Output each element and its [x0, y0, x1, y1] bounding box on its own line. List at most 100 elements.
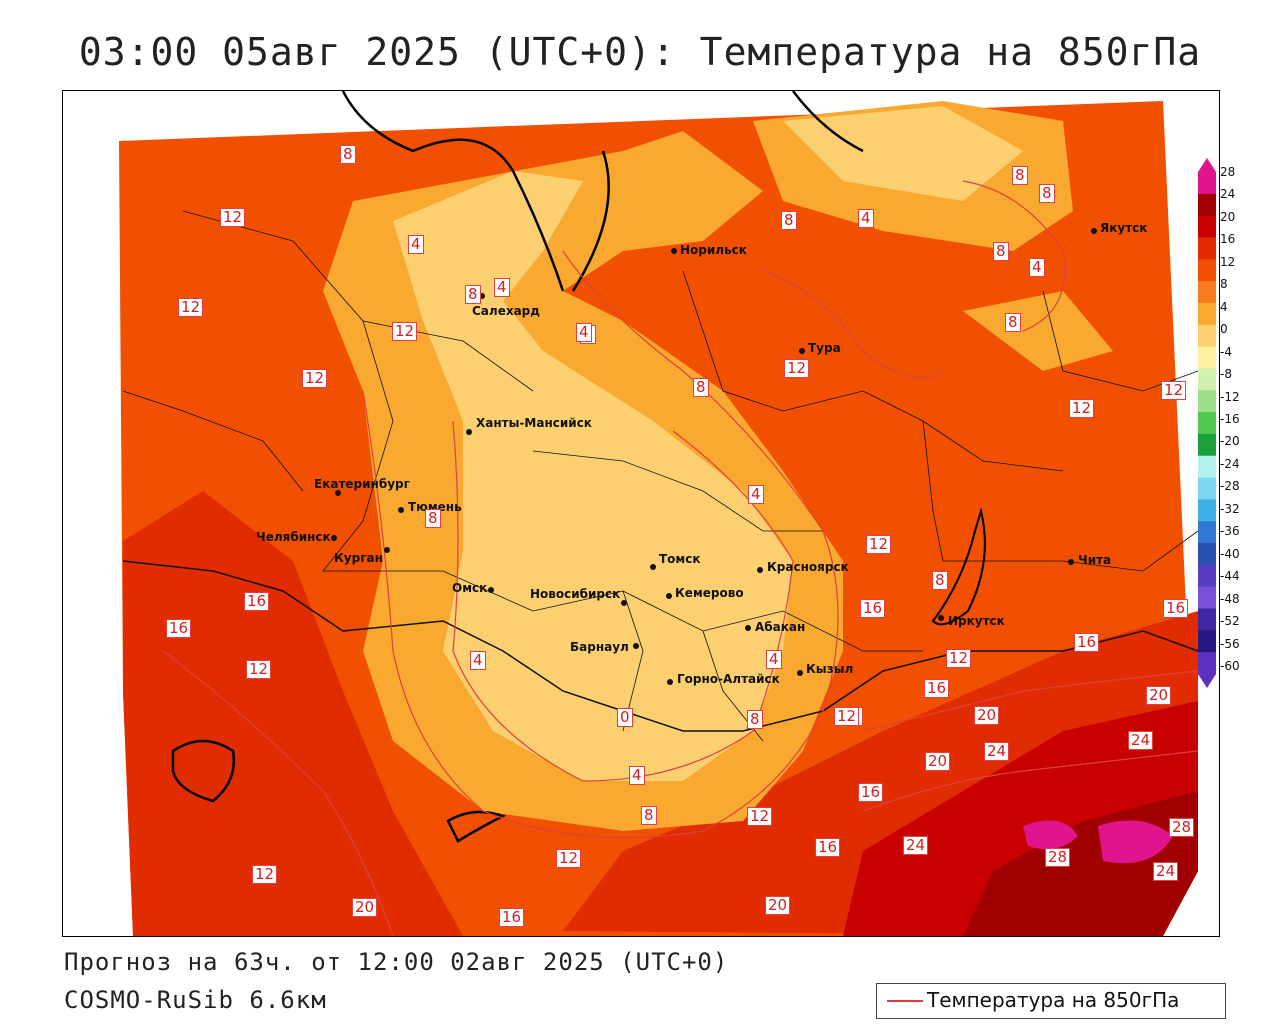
city-marker [488, 587, 494, 593]
colorbar-tick-label: -40 [1220, 546, 1240, 561]
city-label: Тюмень [408, 500, 462, 514]
colorbar-swatch [1198, 324, 1216, 348]
colorbar-swatch [1198, 499, 1216, 522]
city-label: Якутск [1100, 221, 1148, 235]
colorbar-swatch [1198, 521, 1216, 544]
isotherm-label: 8 [993, 242, 1009, 261]
city-marker [1068, 559, 1074, 565]
colorbar-swatch [1198, 608, 1216, 631]
city-marker [650, 564, 656, 570]
isotherm-label: 12 [556, 849, 582, 868]
colorbar-swatch [1198, 193, 1216, 217]
isotherm-label: 8 [1005, 313, 1021, 332]
isotherm-label: 12 [866, 535, 892, 554]
colorbar-swatch [1198, 237, 1216, 260]
colorbar-tick-label: 28 [1220, 165, 1236, 179]
colorbar-swatch [1198, 564, 1216, 588]
extreme-spot-2 [1098, 820, 1173, 864]
city-marker [633, 643, 639, 649]
colorbar-tick-label: 24 [1220, 187, 1236, 202]
isotherm-label: 4 [576, 323, 592, 342]
colorbar-tick-label: -20 [1220, 434, 1240, 449]
isotherm-label: 4 [629, 766, 645, 785]
colorbar-tick-label: -32 [1220, 501, 1240, 516]
city-marker [667, 679, 673, 685]
city-label: Салехард [472, 304, 540, 318]
colorbar-tick-label: -4 [1220, 344, 1232, 359]
city-label: Кызыл [806, 662, 854, 676]
isotherm-label: 20 [352, 898, 378, 917]
isotherm-label: 12 [302, 369, 328, 388]
model-name: COSMO-RuSib 6.6км [64, 986, 327, 1014]
isotherm-label: 12 [747, 807, 773, 826]
city-marker [938, 615, 944, 621]
isotherm-label: 16 [924, 679, 950, 698]
city-marker [621, 600, 627, 606]
isotherm-label: 16 [815, 838, 841, 857]
city-label: Иркутск [948, 614, 1005, 628]
colorbar-swatch [1198, 433, 1216, 457]
isotherm-label: 20 [925, 752, 951, 771]
cold-core [393, 171, 793, 781]
city-label: Кемерово [675, 586, 744, 600]
city-marker [671, 248, 677, 254]
isotherm-label: 8 [747, 710, 763, 729]
isotherm-label: 12 [178, 298, 204, 317]
isotherm-label: 16 [166, 619, 192, 638]
city-marker [331, 535, 337, 541]
isotherms [162, 180, 1199, 936]
isotherm-label: 20 [974, 706, 1000, 725]
isotherm-label: 8 [1039, 184, 1055, 203]
isotherm-label: 24 [903, 836, 929, 855]
colorbar-swatch [1198, 477, 1216, 500]
isotherm-label: 8 [932, 571, 948, 590]
isotherm-label: 20 [1146, 686, 1172, 705]
colorbar-tick-label: 20 [1220, 209, 1236, 224]
city-label: Ханты-Мансийск [476, 416, 592, 430]
colorbar-tick-label: -36 [1220, 524, 1240, 539]
isotherm-label: 4 [470, 651, 486, 670]
city-label: Абакан [755, 620, 806, 634]
legend-label: Температура на 850гПа [927, 988, 1180, 1012]
west-warm [123, 491, 463, 936]
colorbar-swatch [1198, 259, 1216, 282]
isotherm-label: 12 [1069, 399, 1095, 418]
colorbar-tick-label: -8 [1220, 367, 1232, 382]
west-lake [171, 739, 236, 803]
colorbar-swatch [1198, 630, 1216, 653]
colorbar-tick-label: -12 [1220, 389, 1240, 404]
map-canvas [63, 91, 1219, 936]
colorbar-swatch [1198, 586, 1216, 610]
northeast-coldest [783, 106, 1023, 201]
city-marker [1091, 228, 1097, 234]
temperature-map [62, 90, 1220, 937]
colorbar-tick-label: -28 [1220, 479, 1240, 494]
colorbar-tick-label: 4 [1220, 299, 1228, 314]
isotherm-label: 4 [1029, 258, 1045, 277]
colorbar-swatch [1198, 346, 1216, 369]
isotherm-label: 16 [1074, 633, 1100, 652]
balkhash-lake [446, 810, 507, 843]
city-label: Горно-Алтайск [677, 672, 780, 686]
city-label: Челябинск [256, 530, 331, 544]
colorbar-tick-label: 12 [1220, 254, 1236, 269]
city-marker [757, 567, 763, 573]
colorbar-tick-label: 0 [1220, 322, 1228, 337]
city-marker [384, 547, 390, 553]
isotherm-label: 8 [425, 509, 441, 528]
colorbar-swatch [1198, 368, 1216, 391]
isotherm-label: 20 [765, 896, 791, 915]
state-border [122, 560, 1199, 732]
coastline [341, 91, 864, 292]
isotherm-label: 8 [641, 806, 657, 825]
isotherm-label: 12 [1161, 381, 1187, 400]
isotherm-label: 12 [784, 359, 810, 378]
colorbar-tick-label: -24 [1220, 456, 1240, 471]
colorbar-swatch [1198, 455, 1216, 479]
east-cool-patch [963, 291, 1113, 371]
isotherm-label: 4 [408, 235, 424, 254]
city-label: Тура [808, 341, 841, 355]
colorbar-swatch [1198, 281, 1216, 304]
isotherm-label: 12 [252, 865, 278, 884]
isotherm-label: 28 [1045, 848, 1071, 867]
